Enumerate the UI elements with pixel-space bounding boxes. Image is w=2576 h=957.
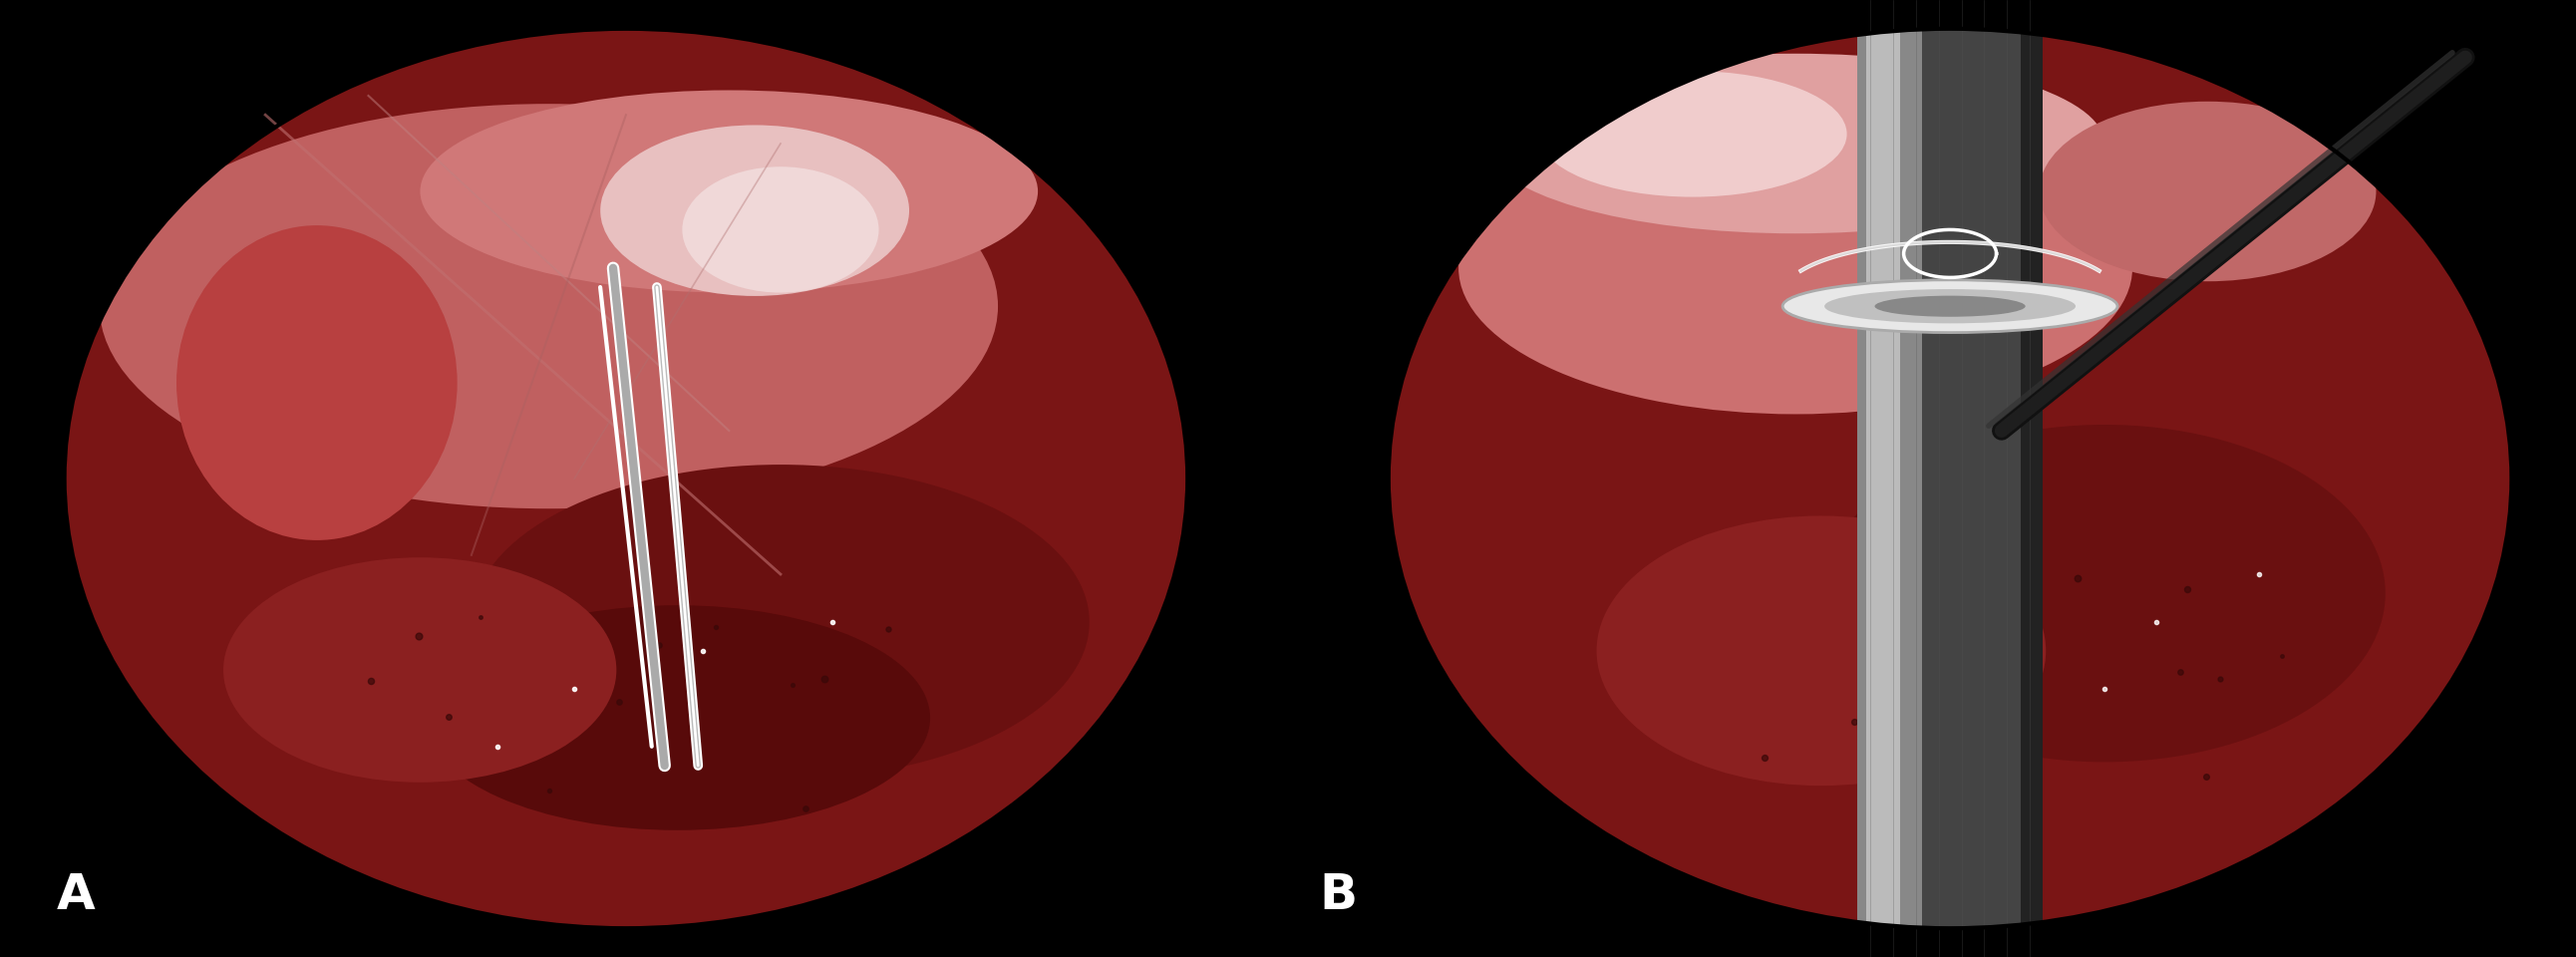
Ellipse shape — [471, 465, 1090, 779]
FancyBboxPatch shape — [1857, 0, 2043, 957]
Ellipse shape — [1597, 516, 2045, 786]
Ellipse shape — [224, 557, 616, 783]
Ellipse shape — [1486, 54, 2105, 234]
FancyBboxPatch shape — [1868, 0, 1901, 957]
Ellipse shape — [1824, 289, 2076, 323]
Ellipse shape — [2040, 101, 2375, 281]
Text: B: B — [1319, 871, 1358, 919]
Ellipse shape — [683, 167, 878, 293]
Ellipse shape — [600, 125, 909, 296]
Ellipse shape — [1783, 280, 2117, 333]
Ellipse shape — [64, 29, 1188, 928]
Ellipse shape — [1824, 425, 2385, 762]
Ellipse shape — [100, 104, 997, 509]
Ellipse shape — [1458, 122, 2133, 414]
FancyBboxPatch shape — [2020, 0, 2043, 957]
Ellipse shape — [1538, 71, 1847, 197]
Ellipse shape — [1875, 296, 2025, 317]
Ellipse shape — [425, 606, 930, 831]
Ellipse shape — [175, 226, 459, 540]
Text: A: A — [57, 871, 95, 919]
Ellipse shape — [420, 90, 1038, 293]
Ellipse shape — [1388, 29, 2512, 928]
FancyBboxPatch shape — [1857, 0, 1922, 957]
